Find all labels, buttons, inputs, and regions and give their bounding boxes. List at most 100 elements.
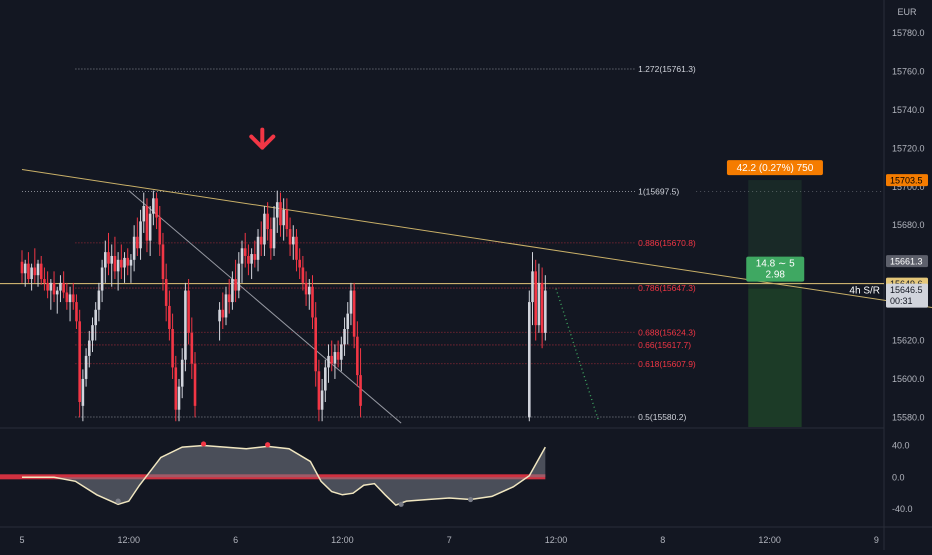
candle xyxy=(113,236,117,280)
candle xyxy=(116,252,120,291)
candle xyxy=(537,263,541,333)
candle xyxy=(158,206,162,256)
candle xyxy=(534,259,538,341)
candle xyxy=(71,282,75,310)
candle xyxy=(152,190,155,226)
price-badge xyxy=(886,174,928,187)
candle xyxy=(356,321,359,387)
price-tick-label: 15740.0 xyxy=(892,105,925,115)
candle-body xyxy=(336,352,340,360)
trendline-layer[interactable]: 4h S/R xyxy=(0,127,932,424)
candle-body xyxy=(87,340,91,356)
candle xyxy=(129,254,133,283)
candle xyxy=(120,244,123,280)
candle xyxy=(234,259,237,303)
projection-line[interactable] xyxy=(555,288,600,422)
fib-layer: 1.272(15761.3) 1(15697.5) 0.886(15670.8) 0.… xyxy=(22,64,884,422)
candle-body xyxy=(531,271,534,303)
candle-body xyxy=(55,290,59,295)
candle-body xyxy=(301,267,305,283)
candle xyxy=(359,348,362,418)
price-tick-label: 15720.0 xyxy=(892,143,925,153)
position-ratio-box xyxy=(746,256,805,282)
candle-body xyxy=(314,317,317,372)
candle-body xyxy=(43,279,46,283)
candle-body xyxy=(104,252,107,268)
candle-body xyxy=(275,202,279,218)
candle xyxy=(59,275,62,303)
candle xyxy=(227,279,231,314)
candle-body xyxy=(190,332,194,364)
candle xyxy=(52,271,56,303)
candle-body xyxy=(330,355,334,364)
candle xyxy=(269,217,273,260)
candle xyxy=(544,275,547,341)
osc-signal-dot xyxy=(398,501,404,507)
candle xyxy=(190,317,194,379)
candle xyxy=(20,250,24,283)
currency-label[interactable]: EUR xyxy=(897,7,917,17)
candle-body xyxy=(537,282,541,326)
candle xyxy=(43,267,46,291)
candle-body xyxy=(145,206,149,241)
candle-body xyxy=(94,309,97,326)
candle xyxy=(87,330,91,368)
price-tick-label: 15580.0 xyxy=(892,412,925,422)
candle-body xyxy=(327,355,330,368)
candle xyxy=(23,259,27,287)
candle-body xyxy=(240,248,244,264)
candle xyxy=(193,352,197,418)
candle-body xyxy=(320,390,324,410)
candle xyxy=(142,192,146,233)
candle xyxy=(343,317,346,356)
candle xyxy=(27,252,30,283)
candle-body xyxy=(269,229,273,249)
candle-body xyxy=(234,279,237,291)
candle-body xyxy=(158,217,162,245)
candle xyxy=(352,282,356,349)
candle-body xyxy=(231,279,234,303)
candle-body xyxy=(333,352,337,364)
candle-body xyxy=(288,229,292,245)
position-layer xyxy=(748,180,802,427)
candle xyxy=(46,271,49,299)
fib-level-label: 0.66(15617.7) xyxy=(638,340,691,350)
price-tick-label: 15680.0 xyxy=(892,220,925,230)
descending-trendline[interactable] xyxy=(21,169,932,313)
candle-body xyxy=(540,282,544,333)
candle-body xyxy=(81,378,85,406)
candles-layer xyxy=(20,190,547,422)
candle xyxy=(285,198,289,237)
candle xyxy=(275,190,279,233)
candle-body xyxy=(285,209,289,230)
candle-body xyxy=(107,252,110,264)
price-tick-label: 15620.0 xyxy=(892,336,925,346)
candle-body xyxy=(164,279,168,306)
time-tick-label: 12:00 xyxy=(758,535,781,545)
price-badge xyxy=(886,283,928,308)
candle xyxy=(346,302,350,345)
candle-body xyxy=(221,309,225,318)
fib-level-label: 0.5(15580.2) xyxy=(638,412,686,422)
time-tick-label: 8 xyxy=(660,535,665,545)
candle-body xyxy=(62,282,65,293)
candle xyxy=(30,263,33,291)
candle-body xyxy=(237,263,241,291)
candle xyxy=(177,378,181,422)
diagonal-line[interactable] xyxy=(128,190,402,424)
badge-layer: 42.2 (0.27%) 750 14.8 ∼ 52.98 15703.5 15661… xyxy=(726,160,928,308)
candle-body xyxy=(113,255,117,272)
candle-body xyxy=(68,294,72,303)
candle-body xyxy=(142,206,146,222)
candle-body xyxy=(343,328,346,345)
candle-body xyxy=(84,355,88,379)
candle xyxy=(81,369,85,422)
candle-body xyxy=(110,255,114,264)
candle-body xyxy=(184,290,187,360)
candle-body xyxy=(177,386,181,410)
candle xyxy=(263,206,266,256)
candle xyxy=(250,248,253,280)
